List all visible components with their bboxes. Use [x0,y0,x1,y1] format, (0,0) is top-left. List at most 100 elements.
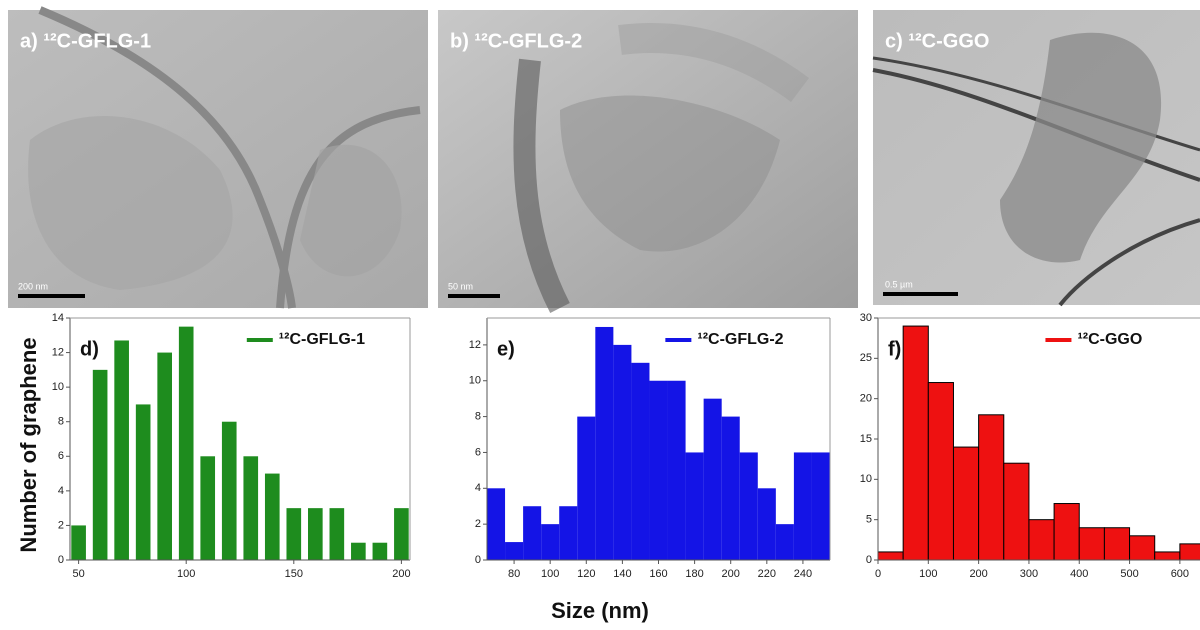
bar [775,524,794,560]
bar [1154,551,1181,560]
bar [1179,543,1200,560]
x-tick-label: 50 [72,568,84,580]
y-tick-label: 12 [469,339,481,351]
bar [667,380,686,560]
bar [685,452,704,560]
y-tick-label: 8 [475,410,481,422]
panel-label: e) [497,338,515,360]
x-tick-label: 220 [758,568,776,580]
bar [595,326,614,560]
bar [157,352,172,560]
tem-image: 200 nm a) ¹²C-GFLG-1 [8,6,428,309]
chart: 0 2 4 6 8 10 12 14 50 100 150 200 d) ¹²C-GFLG-1 [52,312,411,580]
y-tick-label: 6 [475,446,481,458]
panel-label: d) [80,338,99,360]
bar [878,551,904,560]
x-tick-label: 120 [577,568,595,580]
bar [200,456,216,560]
bar [952,446,980,560]
legend-label: ¹²C-GFLG-1 [279,331,365,348]
panel-label: f) [888,338,901,360]
y-tick-label: 2 [58,519,64,531]
y-tick-label: 25 [860,352,872,364]
x-tick-label: 150 [285,568,303,580]
x-tick-label: 100 [177,568,195,580]
legend-label: ¹²C-GGO [1077,331,1142,348]
bar [523,506,542,560]
bar [1003,462,1030,560]
bar [927,382,954,560]
bar [329,508,345,560]
x-tick-label: 180 [685,568,703,580]
x-tick-label: 240 [794,568,812,580]
plot-area [878,325,1200,560]
chart: 0 2 4 6 8 10 12 80 100 120 140 160 180 200 220 240 e) ¹²C… [469,317,831,580]
bar [613,344,632,560]
x-tick-label: 100 [541,568,559,580]
bar [559,506,578,560]
bar [487,488,506,560]
scale-bar-label: 0.5 µm [885,279,913,289]
bar [1028,519,1055,560]
bar [649,380,668,560]
y-tick-label: 10 [860,473,872,485]
x-tick-label: 140 [613,568,631,580]
bar [811,452,830,560]
y-tick-label: 6 [58,450,64,462]
x-tick-label: 100 [919,568,937,580]
y-tick-label: 0 [58,554,64,566]
plot-area [71,326,409,560]
y-tick-label: 20 [860,393,872,405]
y-axis-label: Number of graphene [16,337,41,552]
scale-bar-label: 200 nm [18,281,48,291]
tem-image: 0.5 µm c) ¹²C-GGO [872,10,1200,307]
bar [394,508,409,560]
bar [92,369,108,560]
legend-label: ¹²C-GFLG-2 [697,331,783,348]
y-tick-label: 0 [475,554,481,566]
bar [505,542,524,560]
y-tick-label: 0 [866,554,872,566]
x-tick-label: 500 [1120,568,1138,580]
x-tick-label: 200 [722,568,740,580]
y-tick-label: 15 [860,433,872,445]
x-tick-label: 600 [1171,568,1189,580]
x-tick-label: 200 [969,568,987,580]
x-tick-label: 300 [1020,568,1038,580]
x-axis-label: Size (nm) [551,598,649,623]
image-label: b) ¹²C-GFLG-2 [450,30,582,52]
bar [577,416,596,560]
bar [978,414,1005,560]
bar [703,398,722,560]
image-label: a) ¹²C-GFLG-1 [20,30,151,52]
x-tick-label: 160 [649,568,667,580]
y-tick-label: 10 [52,381,64,393]
scale-bar-label: 50 nm [448,281,473,291]
bar [243,456,259,560]
x-tick-label: 400 [1070,568,1088,580]
x-tick-label: 0 [875,568,881,580]
y-tick-label: 12 [52,346,64,358]
bar [1129,535,1156,560]
y-tick-label: 14 [52,312,64,324]
bar [902,325,929,560]
tem-image: 50 nm b) ¹²C-GFLG-2 [438,10,858,314]
bar [631,362,650,560]
bar [757,488,776,560]
bar [221,421,237,560]
bar [372,542,388,560]
bar [1053,503,1080,560]
bar [71,525,86,560]
bar [793,452,812,560]
x-tick-label: 200 [392,568,410,580]
x-tick-label: 80 [508,568,520,580]
y-tick-label: 8 [58,416,64,428]
bar [114,340,129,560]
bar [1103,527,1131,560]
bar [351,542,366,560]
bar [308,508,323,560]
bar [135,404,151,560]
y-tick-label: 5 [866,514,872,526]
